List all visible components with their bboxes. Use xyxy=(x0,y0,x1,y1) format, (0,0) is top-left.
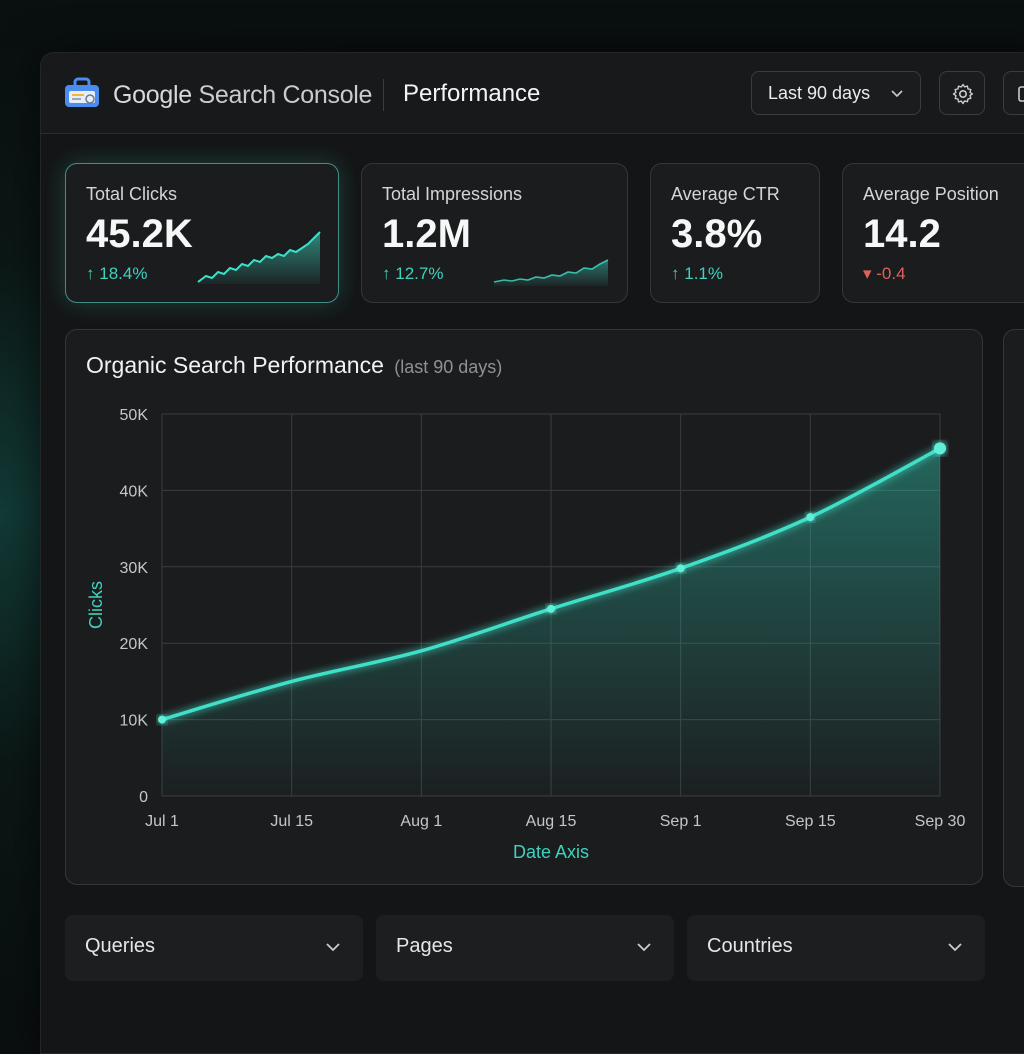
metric-label: Average CTR xyxy=(671,184,780,204)
y-tick-label: 50K xyxy=(120,407,149,424)
chevron-down-icon xyxy=(637,943,651,952)
data-point xyxy=(934,442,946,455)
x-tick-label: Sep 15 xyxy=(785,813,836,830)
series-area xyxy=(162,448,940,796)
y-tick-label: 30K xyxy=(120,560,149,577)
sparkline-clicks xyxy=(197,231,321,284)
data-point xyxy=(158,715,166,724)
page-title: Performance xyxy=(403,80,541,107)
y-tick-label: 20K xyxy=(120,636,149,653)
gear-icon xyxy=(952,83,974,105)
queries-dropdown[interactable]: Queries xyxy=(65,915,363,981)
data-point xyxy=(547,604,555,613)
more-button[interactable] xyxy=(1003,71,1024,115)
metric-card-total-clicks[interactable]: Total Clicks 45.2K ↑ 18.4% xyxy=(65,163,339,303)
x-axis-label: Date Axis xyxy=(513,842,589,862)
x-tick-label: Jul 15 xyxy=(270,813,313,830)
x-tick-label: Jul 1 xyxy=(145,813,179,830)
pages-dropdown[interactable]: Pages xyxy=(376,915,674,981)
dropdown-label: Pages xyxy=(396,935,453,957)
metric-card-average-ctr[interactable]: Average CTR 3.8% ↑ 1.1% xyxy=(650,163,820,303)
dropdown-label: Countries xyxy=(707,935,793,957)
search-console-logo-icon xyxy=(65,77,99,107)
window-icon xyxy=(1018,86,1024,102)
y-tick-label: 10K xyxy=(120,713,149,730)
x-tick-label: Sep 1 xyxy=(660,813,702,830)
x-tick-label: Aug 15 xyxy=(526,813,577,830)
chart-title: Organic Search Performance (last 90 days… xyxy=(86,352,502,379)
chart-subtitle: (last 90 days) xyxy=(394,357,503,377)
brand-google-text: Google xyxy=(113,81,192,109)
metric-delta: ↑ 1.1% xyxy=(671,264,723,283)
y-tick-label: 0 xyxy=(139,789,148,806)
metric-value: 1.2M xyxy=(382,212,471,256)
date-range-label: Last 90 days xyxy=(768,83,871,103)
metric-card-total-impressions[interactable]: Total Impressions 1.2M ↑ 12.7% xyxy=(361,163,628,303)
settings-button[interactable] xyxy=(939,71,985,115)
metric-value: 3.8% xyxy=(671,212,763,256)
x-tick-label: Sep 30 xyxy=(915,813,966,830)
date-range-dropdown[interactable]: Last 90 days xyxy=(751,71,921,115)
data-point xyxy=(806,513,815,522)
chart-title-text: Organic Search Performance xyxy=(86,352,384,378)
metric-label: Total Clicks xyxy=(86,184,178,204)
dropdown-label: Queries xyxy=(85,935,156,957)
performance-chart[interactable]: 0 10K 20K 30K 40K 50K Jul 1 Jul 15 Aug 1 Aug 15 Se… xyxy=(66,330,984,886)
metric-label: Average Position xyxy=(863,184,999,204)
metric-card-average-position[interactable]: Average Position 14.2 ▾ -0.4 xyxy=(842,163,1024,303)
brand-name: Google Search Console xyxy=(113,81,372,110)
header-divider xyxy=(383,79,384,111)
sparkline-impressions xyxy=(493,259,609,286)
metric-value: 45.2K xyxy=(86,212,193,256)
countries-dropdown[interactable]: Countries xyxy=(687,915,985,981)
chevron-down-icon xyxy=(891,90,903,98)
chevron-down-icon xyxy=(326,943,340,952)
metric-delta: ↑ 18.4% xyxy=(86,264,148,283)
metric-delta: ▾ -0.4 xyxy=(863,264,906,283)
metric-delta: ↑ 12.7% xyxy=(382,264,444,283)
performance-chart-panel: Organic Search Performance (last 90 days… xyxy=(65,329,983,885)
data-point xyxy=(676,564,685,573)
chevron-down-icon xyxy=(948,943,962,952)
brand-product-text: Search Console xyxy=(198,81,373,109)
x-tick-label: Aug 1 xyxy=(400,813,442,830)
app-window: Google Search Console Performance Last 9… xyxy=(40,52,1024,1054)
metric-label: Total Impressions xyxy=(382,184,523,204)
side-panel xyxy=(1003,329,1024,887)
top-bar: Google Search Console Performance Last 9… xyxy=(41,53,1024,134)
y-tick-label: 40K xyxy=(120,483,149,500)
metric-value: 14.2 xyxy=(863,212,941,256)
y-axis-label: Clicks xyxy=(86,581,106,629)
